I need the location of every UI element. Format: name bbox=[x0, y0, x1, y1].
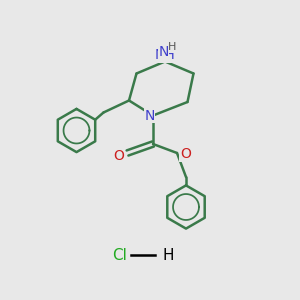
Text: H: H bbox=[162, 248, 174, 262]
Text: O: O bbox=[180, 148, 191, 161]
Text: N: N bbox=[144, 109, 154, 122]
Text: H: H bbox=[168, 42, 177, 52]
Text: NH: NH bbox=[154, 48, 176, 62]
Text: N: N bbox=[158, 46, 169, 59]
Text: Cl: Cl bbox=[112, 248, 128, 262]
Text: O: O bbox=[114, 149, 124, 163]
